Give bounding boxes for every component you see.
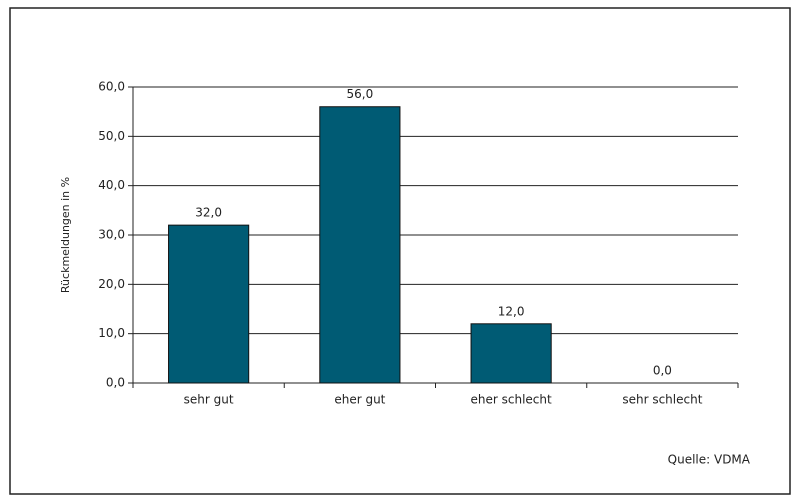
x-tick-label: sehr gut [184,393,234,407]
y-tick-label: 60,0 [98,80,125,94]
y-tick-label: 10,0 [98,326,125,340]
x-tick-label: eher gut [334,393,385,407]
y-tick-label: 40,0 [98,178,125,192]
bar [168,224,250,384]
value-label: 12,0 [498,304,525,318]
x-tick-label: eher schlecht [471,393,552,407]
bar [470,323,552,384]
source-note: Quelle: VDMA [668,453,751,467]
value-label: 56,0 [347,87,374,101]
y-tick-label: 0,0 [106,376,125,390]
x-tick-label: sehr schlecht [622,393,702,407]
y-axis-label: Rückmeldungen in % [59,177,72,293]
value-label: 32,0 [195,206,222,220]
y-tick-label: 30,0 [98,228,125,242]
bar [319,106,401,384]
y-tick-label: 50,0 [98,129,125,143]
value-label: 0,0 [653,364,672,378]
y-tick-label: 20,0 [98,277,125,291]
